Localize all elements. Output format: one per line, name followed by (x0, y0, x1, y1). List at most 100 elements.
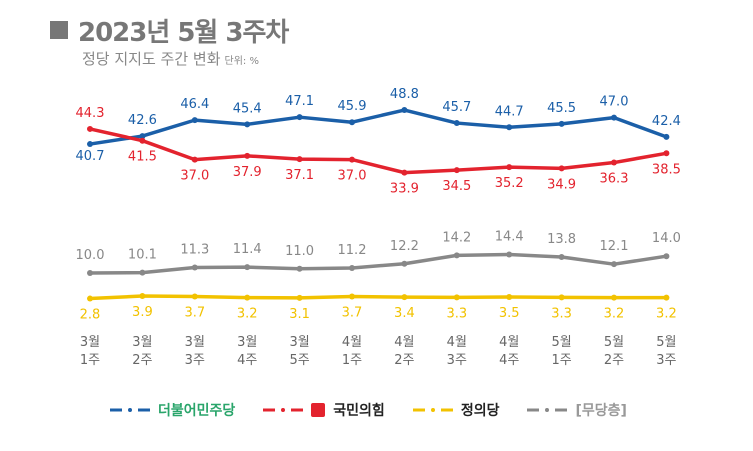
data-point (244, 152, 251, 159)
series-line (89, 252, 667, 275)
x-tick-label: 2주 (132, 353, 152, 368)
data-label: 46.4 (180, 97, 209, 112)
data-point (349, 293, 355, 300)
data-point (244, 121, 251, 128)
data-label: 37.9 (233, 165, 262, 180)
data-point (244, 294, 251, 301)
data-point (401, 294, 408, 301)
x-tick-label: 3주 (185, 353, 205, 368)
data-label: 3.7 (342, 305, 363, 320)
data-label: 12.1 (600, 239, 629, 254)
data-label: 47.1 (285, 94, 314, 109)
data-point (558, 165, 565, 172)
data-point (453, 120, 460, 127)
data-label: 38.5 (652, 162, 681, 177)
party-logo-icon (311, 403, 326, 417)
data-label: 10.1 (128, 248, 157, 263)
data-point (139, 137, 146, 144)
data-label: 45.7 (442, 100, 471, 115)
x-tick-label: 4월 (447, 335, 467, 350)
x-tick-label: 3주 (447, 353, 467, 368)
data-label: 34.5 (442, 179, 471, 194)
data-point (296, 156, 303, 163)
data-point (558, 294, 565, 301)
x-tick-label: 1주 (80, 353, 100, 368)
data-point (506, 293, 513, 300)
data-label: 41.5 (128, 150, 157, 165)
data-point (191, 117, 198, 124)
data-point (349, 156, 355, 163)
data-label: 14.0 (652, 231, 681, 246)
data-point (506, 124, 513, 131)
data-label: 14.4 (495, 230, 524, 245)
data-point (453, 294, 460, 301)
data-label: 45.4 (233, 101, 262, 116)
x-tick-label: 3월 (132, 335, 152, 350)
data-label: 3.1 (289, 307, 310, 322)
data-label: 11.2 (338, 243, 367, 258)
data-label: 3.7 (184, 305, 205, 320)
title-square-icon (50, 21, 68, 39)
x-tick-label: 5월 (551, 335, 571, 350)
x-tick-label: 3월 (185, 335, 205, 350)
data-label: 37.1 (285, 168, 314, 183)
data-point (401, 260, 408, 267)
data-label: 11.4 (233, 242, 262, 257)
data-point (244, 264, 251, 271)
data-point (87, 125, 93, 132)
x-tick-label: 3월 (237, 335, 257, 350)
data-label: 35.2 (495, 176, 524, 191)
x-tick-label: 3월 (289, 335, 309, 350)
data-label: 12.2 (390, 239, 419, 254)
data-label: 40.7 (76, 149, 105, 164)
data-label: 3.5 (499, 306, 520, 321)
data-point (453, 167, 460, 174)
x-tick-label: 3주 (656, 353, 676, 368)
data-point (663, 133, 670, 140)
data-point (191, 264, 198, 271)
legend-line-icon (263, 408, 304, 412)
legend-line-icon (412, 408, 453, 412)
x-tick-label: 4월 (499, 335, 519, 350)
data-point (663, 150, 670, 157)
x-tick-label: 1주 (551, 353, 571, 368)
data-label: 13.8 (547, 232, 576, 247)
legend-item: 정의당 (412, 400, 499, 420)
data-label: 3.3 (551, 306, 572, 321)
data-point (611, 114, 617, 121)
data-label: 42.4 (652, 114, 681, 129)
data-point (296, 114, 303, 121)
data-label: 3.4 (394, 306, 415, 321)
x-tick-label: 1주 (342, 353, 362, 368)
x-tick-label: 5주 (289, 353, 309, 368)
series-line (89, 108, 668, 146)
data-label: 11.0 (285, 244, 314, 259)
data-point (558, 120, 565, 127)
legend-item: [무당층] (527, 400, 627, 420)
chart-subtitle: 정당 지지도 주간 변화 단위: % (82, 48, 259, 69)
data-point (663, 253, 670, 260)
data-point (191, 156, 198, 163)
data-point (663, 294, 670, 301)
x-tick-label: 5월 (656, 335, 676, 350)
data-label: 3.2 (237, 307, 258, 322)
data-point (296, 294, 303, 301)
data-point (87, 270, 93, 276)
data-label: 14.2 (442, 230, 471, 245)
legend-label: 국민의힘 (333, 403, 385, 419)
data-point (139, 269, 146, 276)
data-point (191, 293, 198, 300)
data-point (87, 141, 93, 148)
data-label: 2.8 (80, 308, 101, 323)
legend-item: 더불어민주당 (110, 400, 235, 420)
data-label: 3.2 (604, 307, 625, 322)
data-point (401, 169, 408, 176)
unit-label: 단위: % (224, 56, 259, 67)
data-point (506, 164, 513, 171)
data-point (611, 294, 617, 301)
data-label: 44.7 (495, 104, 524, 119)
data-point (401, 107, 408, 114)
data-label: 45.9 (338, 99, 367, 114)
x-tick-label: 4월 (342, 335, 362, 350)
